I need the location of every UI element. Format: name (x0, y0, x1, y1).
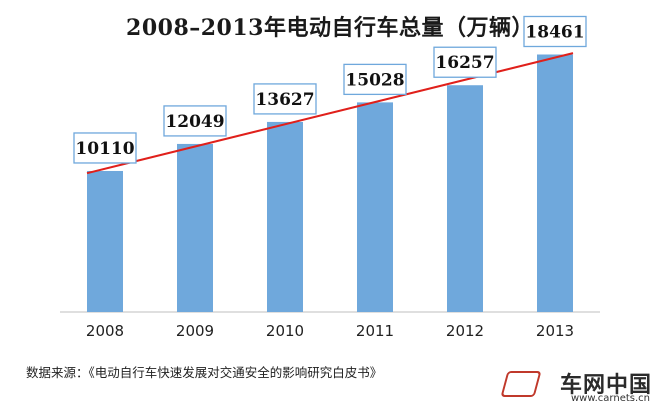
x-tick-2013: 2013 (536, 322, 574, 340)
x-tick-2008: 2008 (86, 322, 124, 340)
bar-2010 (267, 121, 303, 312)
data-label-2011: 15028 (345, 70, 404, 90)
x-tick-2012: 2012 (446, 322, 484, 340)
bar-2012 (447, 85, 483, 313)
data-label-box-2012 (433, 46, 497, 78)
data-label-box-2009 (163, 105, 227, 137)
data-label-box-2013 (523, 15, 587, 48)
data-label-2012: 16257 (435, 53, 494, 73)
data-label-2013: 18461 (525, 22, 584, 42)
data-label-2008: 10110 (75, 139, 134, 159)
data-label-box-2008 (73, 132, 137, 164)
data-label-2010: 13627 (255, 90, 314, 110)
bar-2009 (177, 143, 213, 312)
watermark-logo-icon (500, 371, 542, 397)
source-note: 数据来源：《电动自行车快速发展对交通安全的影响研究白皮书》 (26, 365, 383, 380)
x-tick-2011: 2011 (356, 322, 394, 340)
x-tick-2010: 2010 (266, 322, 304, 340)
data-label-box-2010 (253, 83, 317, 115)
x-tick-2009: 2009 (176, 322, 214, 340)
data-label-box-2011 (343, 63, 407, 96)
data-label-2009: 12049 (165, 112, 224, 132)
chart-title: 2008–2013年电动自行车总量（万辆） (126, 15, 534, 41)
bar-2008 (87, 170, 123, 312)
bar-2011 (357, 102, 393, 313)
trend-line (86, 52, 574, 175)
bar-2013 (537, 54, 573, 313)
watermark-brand: 车网中国 (559, 373, 652, 398)
watermark-url: www.carnets.cn (571, 393, 650, 404)
watermark: 车网中国 www.carnets.cn (492, 367, 652, 407)
